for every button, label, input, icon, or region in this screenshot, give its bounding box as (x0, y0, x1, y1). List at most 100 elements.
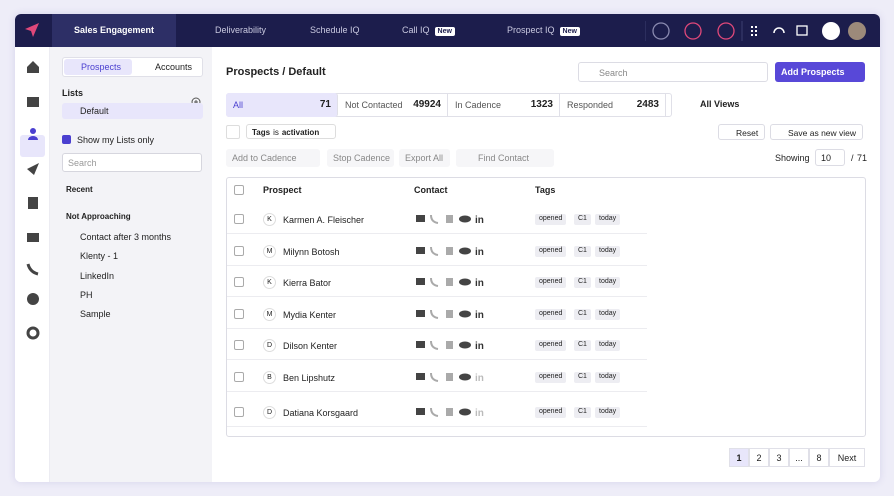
prospect-name[interactable]: Milynn Botosh (283, 247, 340, 257)
page-button[interactable]: ... (789, 448, 809, 467)
row-divider (227, 233, 647, 234)
page-size[interactable]: 10 (815, 149, 845, 166)
logo (25, 23, 39, 37)
prospect-name[interactable]: Kierra Bator (283, 278, 332, 288)
contact-icons[interactable]: in (415, 406, 490, 418)
stat-segment[interactable]: Responded 2483 (560, 93, 666, 117)
row-checkbox[interactable] (234, 214, 244, 224)
recent[interactable]: Recent (66, 185, 93, 194)
stat-label: Responded (567, 100, 614, 110)
tag: C1 (574, 372, 591, 383)
showing: Showing (775, 153, 810, 163)
contact-icons[interactable]: in (415, 245, 490, 257)
page-title: Prospects / Default (226, 66, 326, 78)
nav-tab[interactable]: Sales Engagement (52, 14, 177, 47)
column-header: Tags (535, 185, 556, 195)
stat-value: 2483 (636, 99, 659, 110)
list-item[interactable]: Klenty - 1 (80, 251, 119, 262)
column-header: Prospect (263, 185, 302, 195)
row-checkbox[interactable] (234, 246, 244, 256)
tag: C1 (574, 309, 591, 320)
active-icon-bg (20, 135, 45, 157)
header-checkbox[interactable] (234, 185, 244, 195)
svg-text:in: in (475, 373, 484, 383)
nav-tab[interactable]: Call IQ New (380, 14, 477, 47)
add-prospects[interactable]: Add Prospects (775, 62, 865, 82)
tag: today (595, 214, 621, 225)
svg-text:in: in (475, 278, 484, 288)
row-checkbox[interactable] (234, 407, 244, 417)
tag: opened (535, 372, 567, 383)
save-view[interactable]: Save as new view (770, 124, 864, 140)
tag: today (595, 246, 621, 257)
lists-title: Lists (62, 88, 84, 98)
contact-icons[interactable]: in (415, 213, 490, 225)
page-button[interactable]: 3 (769, 448, 789, 467)
list-selected[interactable]: Default (62, 103, 203, 119)
page-button[interactable]: 2 (749, 448, 769, 467)
prospect-name[interactable]: Ben Lipshutz (283, 373, 336, 383)
stat-value: 49924 (413, 99, 441, 110)
views[interactable]: All Views (700, 99, 740, 109)
contact-icons[interactable]: in (415, 371, 490, 383)
avatar-initial: B (263, 371, 276, 384)
filter-value: activation (281, 128, 320, 137)
row-checkbox[interactable] (234, 277, 244, 287)
page-button[interactable]: Next (829, 448, 865, 467)
prospect-name[interactable]: Mydia Kenter (283, 310, 337, 320)
toggle-prospects[interactable]: Prospects (81, 62, 122, 72)
total: 71 (857, 153, 868, 163)
row-checkbox[interactable] (234, 340, 244, 350)
tab-label: Schedule IQ (310, 25, 360, 35)
nav-tab[interactable]: Prospect IQ New (485, 14, 602, 47)
checkbox[interactable] (62, 135, 71, 144)
stat-segment[interactable]: In Cadence 1323 (448, 93, 560, 117)
contact-icons[interactable]: in (415, 276, 490, 288)
show-mine[interactable]: Show my Lists only (77, 135, 155, 145)
app: Sales Engagement Deliverability Schedule I… (15, 14, 880, 482)
filter-chip[interactable]: Tags is activation (246, 124, 337, 139)
tag: opened (535, 214, 567, 225)
row-divider (227, 359, 647, 360)
avatar-initial: K (263, 276, 276, 289)
svg-text:in: in (475, 341, 484, 351)
tag: C1 (574, 246, 591, 257)
action-button[interactable]: Find Contact (456, 149, 554, 167)
contact-icons[interactable]: in (415, 308, 490, 320)
lists-panel (50, 47, 212, 482)
nav-tab[interactable]: Schedule IQ (288, 14, 382, 47)
action-button[interactable]: Export All (399, 149, 450, 167)
list-item[interactable]: PH (80, 289, 93, 300)
list-item[interactable]: Sample (80, 309, 111, 320)
page-button[interactable]: 1 (729, 448, 749, 467)
stat-segment[interactable]: All 71 (226, 93, 338, 117)
action-button[interactable]: Stop Cadence (327, 149, 394, 167)
row-divider (227, 296, 647, 297)
prospect-name[interactable]: Datiana Korsgaard (283, 408, 359, 418)
prospect-name[interactable]: Dilson Kenter (283, 341, 338, 351)
new-badge: New (559, 27, 580, 36)
stat-segment[interactable]: Not Contacted 49924 (338, 93, 448, 117)
contact-icons[interactable]: in (415, 339, 490, 351)
list-group[interactable]: Not Approaching (66, 212, 131, 221)
row-checkbox[interactable] (234, 309, 244, 319)
row-divider (227, 328, 647, 329)
avatar-initial: D (263, 339, 276, 352)
svg-text:in: in (475, 310, 484, 320)
list-search[interactable]: Search (62, 153, 202, 172)
row-checkbox[interactable] (234, 372, 244, 382)
prospect-name[interactable]: Karmen A. Fleischer (283, 215, 365, 225)
list-item[interactable]: Contact after 3 months (80, 232, 172, 242)
reset[interactable]: Reset (718, 124, 766, 140)
action-button[interactable]: Add to Cadence (226, 149, 320, 167)
stat-label: All (233, 100, 244, 110)
search[interactable]: Search (578, 62, 768, 82)
list-item[interactable]: LinkedIn (80, 270, 115, 281)
sidebar-icons[interactable] (25, 59, 41, 349)
page-button[interactable]: 8 (809, 448, 829, 467)
filter-icon (226, 125, 240, 139)
toggle-accounts[interactable]: Accounts (155, 62, 193, 72)
nav-tab[interactable]: Deliverability (193, 14, 288, 47)
nav-icons[interactable] (645, 19, 880, 43)
